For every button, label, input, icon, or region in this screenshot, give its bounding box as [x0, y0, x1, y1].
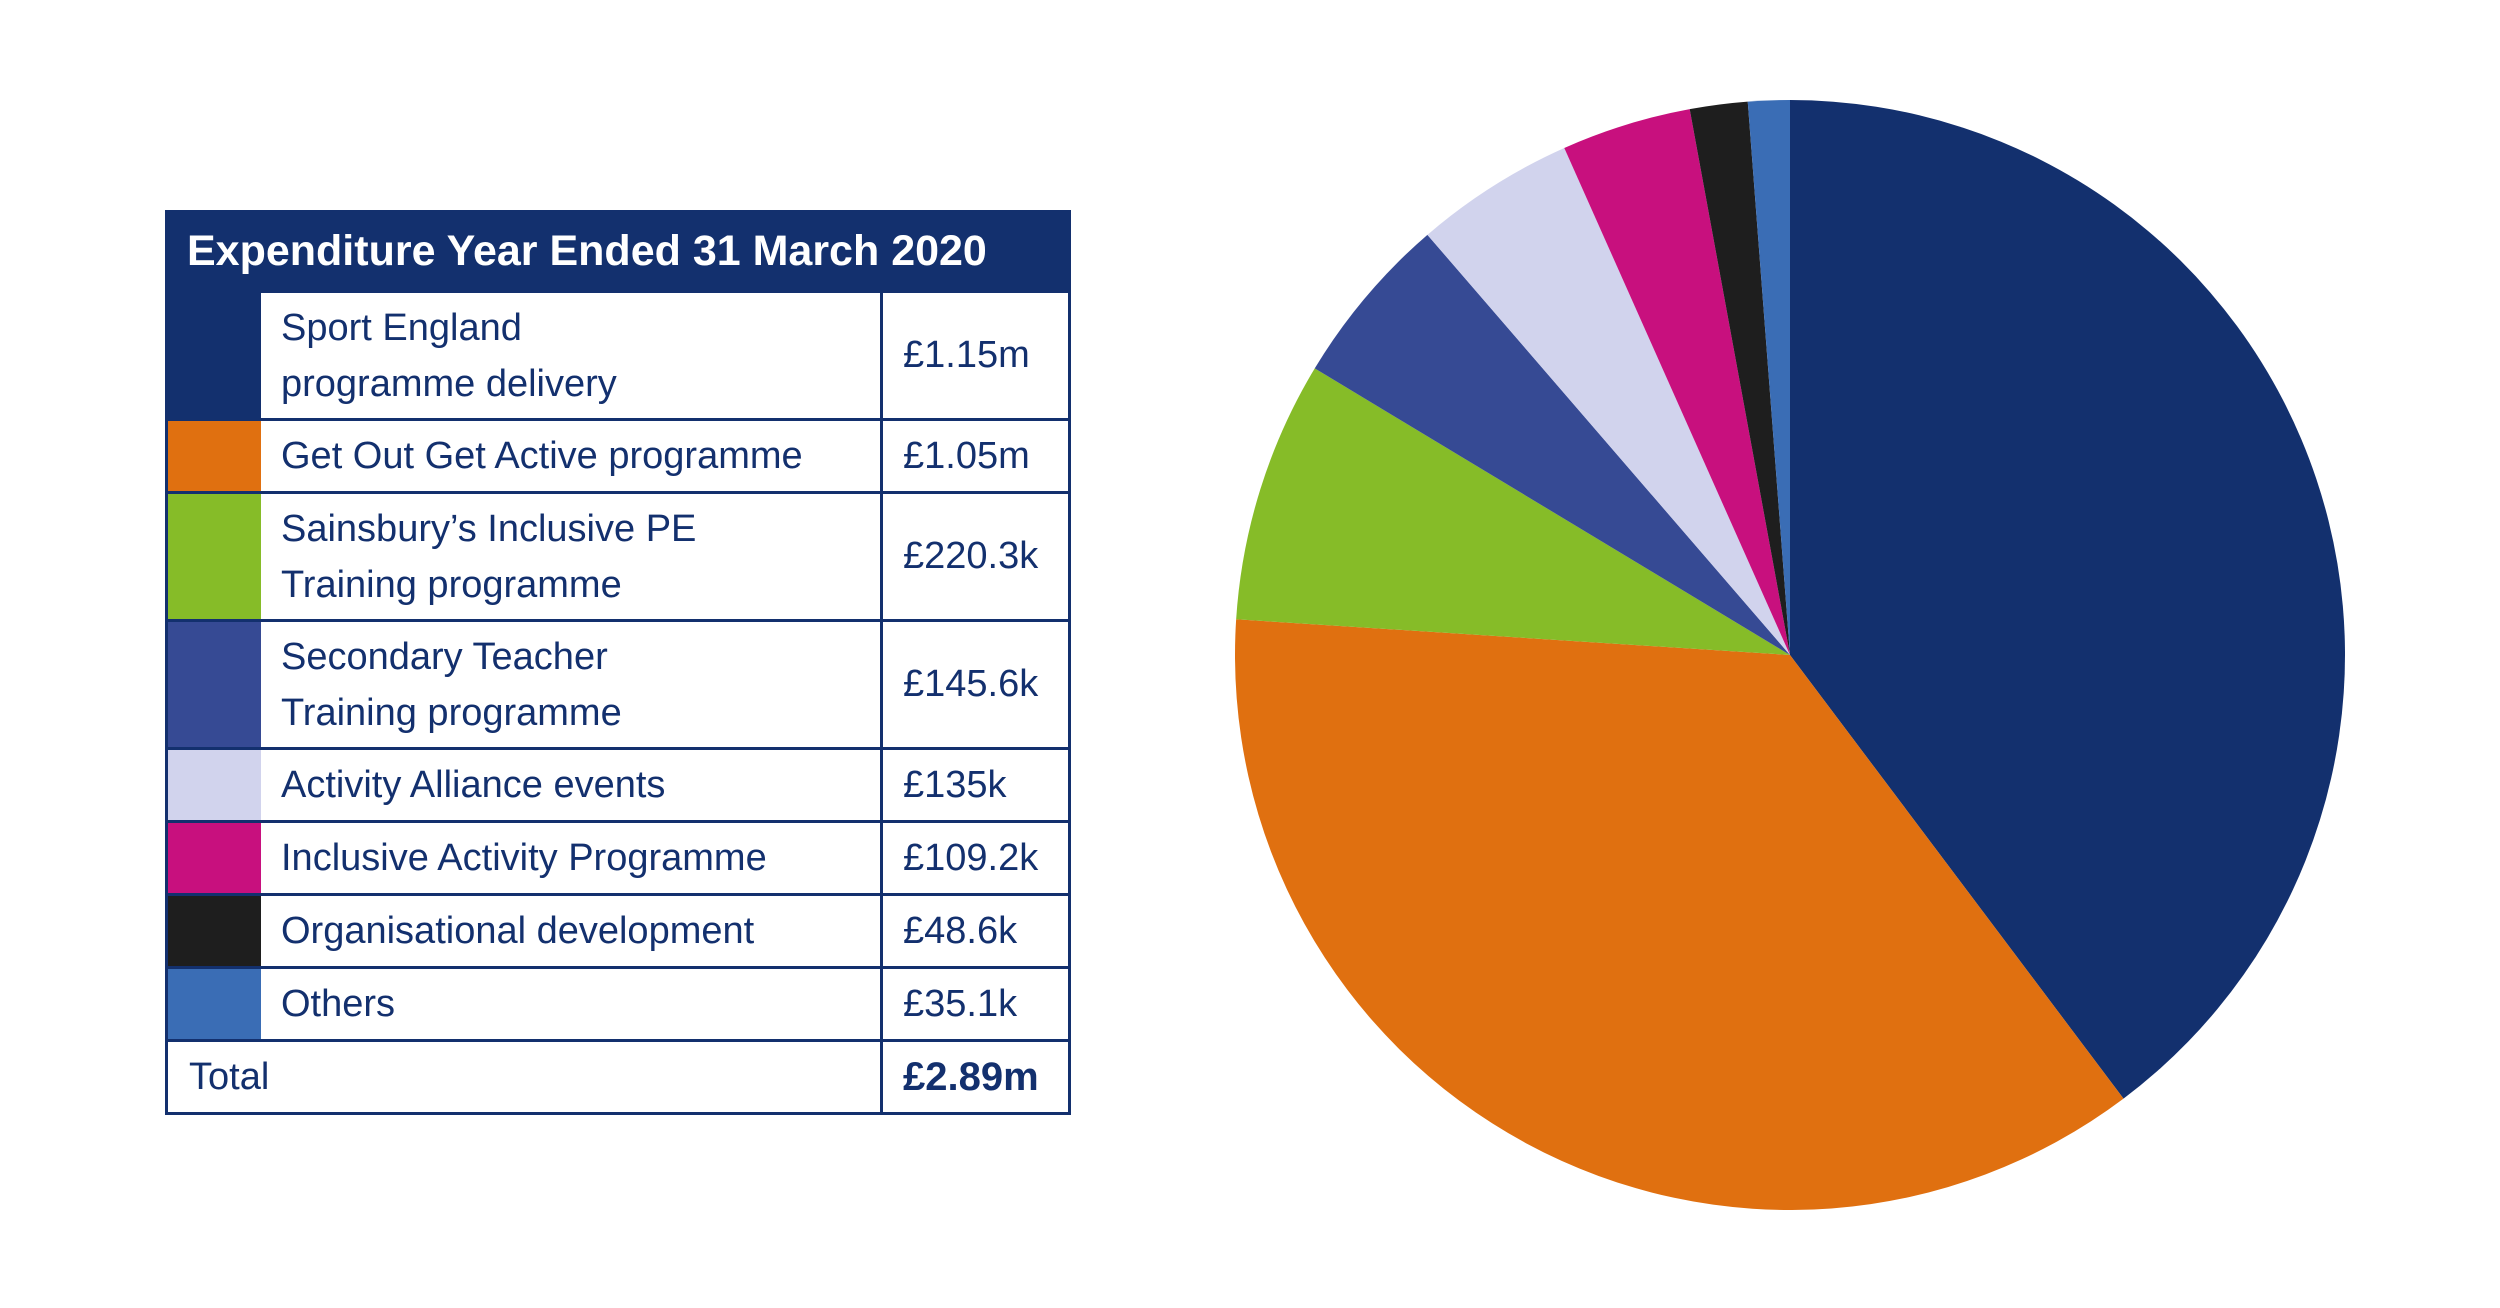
legend-value: £1.05m: [880, 421, 1068, 491]
pie-slice: [1235, 619, 2124, 1211]
legend-label: Organisational development: [261, 896, 880, 966]
legend-swatch: [168, 823, 261, 893]
legend-label-line: programme delivery: [281, 362, 617, 405]
legend-label-line: Training programme: [281, 563, 622, 606]
pie-slice: [1314, 234, 1790, 655]
expenditure-table: Expenditure Year Ended 31 March 2020 Spo…: [165, 210, 1071, 1115]
pie-slice: [1790, 100, 2346, 1099]
legend-label-line: Activity Alliance events: [281, 764, 666, 806]
legend-label-line: Sport England: [281, 306, 522, 349]
legend-value: £109.2k: [880, 823, 1068, 893]
legend-swatch: [168, 293, 261, 418]
legend-swatch: [168, 622, 261, 747]
total-value: £2.89m: [880, 1042, 1068, 1112]
pie-slice: [1564, 109, 1790, 655]
legend-value: £1.15m: [880, 293, 1068, 418]
legend-swatch: [168, 750, 261, 820]
legend-label: Secondary Teacher Training programme: [261, 622, 880, 747]
legend-label: Get Out Get Active programme: [261, 421, 880, 491]
pie-slice: [1427, 147, 1790, 655]
total-row: Total £2.89m: [168, 1039, 1068, 1112]
legend-swatch: [168, 896, 261, 966]
table-body: Sport England programme delivery £1.15m Get…: [168, 290, 1068, 1039]
pie-slice: [1747, 100, 1790, 655]
table-title: Expenditure Year Ended 31 March 2020: [168, 213, 1068, 290]
table-row: Sainsbury’s Inclusive PE Training program…: [168, 491, 1068, 619]
legend-label-line: Training programme: [281, 691, 622, 734]
pie-chart: [1230, 95, 2350, 1215]
legend-label: Others: [261, 969, 880, 1039]
total-label: Total: [189, 1056, 270, 1098]
legend-label-line: Inclusive Activity Programme: [281, 837, 767, 879]
legend-label-line: Organisational development: [281, 910, 755, 952]
legend-label: Sport England programme delivery: [261, 293, 880, 418]
pie-chart-svg: [1235, 100, 2346, 1211]
legend-label-line: Sainsbury’s Inclusive PE: [281, 507, 697, 550]
legend-value: £48.6k: [880, 896, 1068, 966]
legend-value: £35.1k: [880, 969, 1068, 1039]
table-row: Inclusive Activity Programme £109.2k: [168, 820, 1068, 893]
table-row: Secondary Teacher Training programme £145.…: [168, 619, 1068, 747]
table-row: Sport England programme delivery £1.15m: [168, 290, 1068, 418]
legend-swatch: [168, 421, 261, 491]
pie-slice: [1236, 368, 1790, 655]
legend-label: Sainsbury’s Inclusive PE Training program…: [261, 494, 880, 619]
legend-value: £145.6k: [880, 622, 1068, 747]
table-row: Get Out Get Active programme £1.05m: [168, 418, 1068, 491]
legend-label-line: Get Out Get Active programme: [281, 435, 803, 477]
table-row: Others £35.1k: [168, 966, 1068, 1039]
legend-label-line: Others: [281, 983, 396, 1025]
table-row: Organisational development £48.6k: [168, 893, 1068, 966]
legend-value: £135k: [880, 750, 1068, 820]
legend-label: Activity Alliance events: [261, 750, 880, 820]
legend-value: £220.3k: [880, 494, 1068, 619]
table-row: Activity Alliance events £135k: [168, 747, 1068, 820]
legend-swatch: [168, 969, 261, 1039]
pie-slice: [1689, 101, 1790, 656]
legend-swatch: [168, 494, 261, 619]
legend-label: Inclusive Activity Programme: [261, 823, 880, 893]
legend-label-line: Secondary Teacher: [281, 635, 608, 678]
